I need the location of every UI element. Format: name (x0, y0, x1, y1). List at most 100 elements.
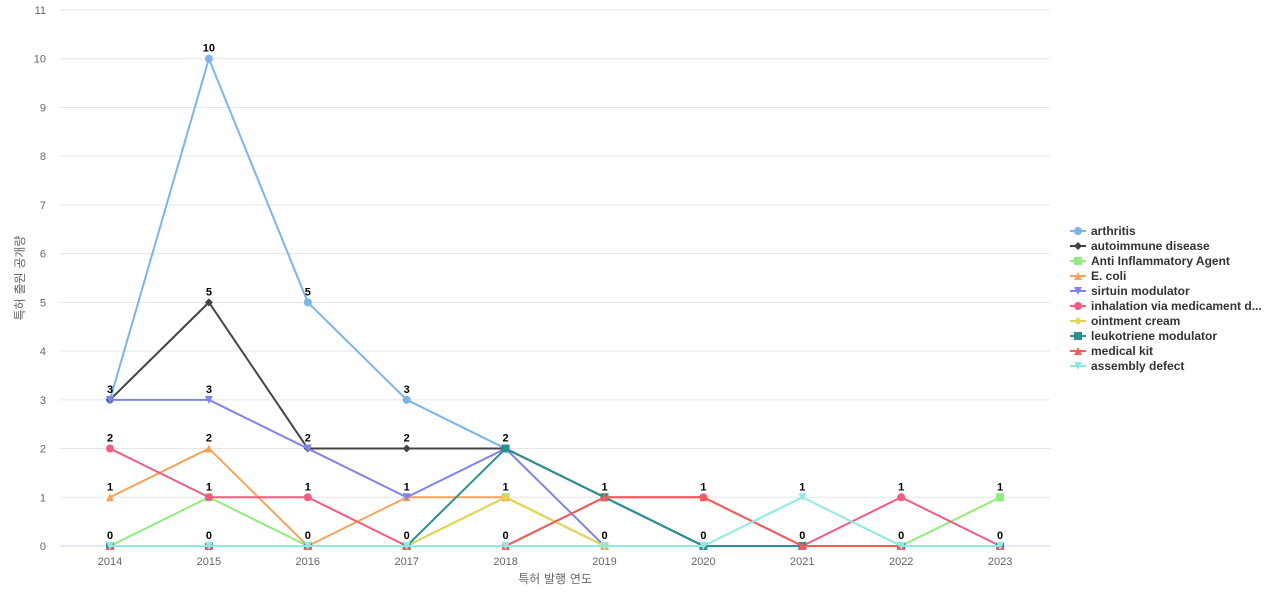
data-point (798, 542, 807, 550)
legend-label: ointment cream (1091, 314, 1180, 328)
x-axis-title: 특허 발행 연도 (518, 571, 592, 586)
data-point (204, 542, 213, 550)
grid-lines (60, 9, 1050, 498)
x-tick-label: 2014 (98, 556, 122, 568)
legend-item[interactable]: E. coli (1070, 269, 1126, 283)
data-label: 0 (107, 530, 113, 542)
data-label: 1 (305, 481, 311, 493)
data-label: 0 (799, 530, 805, 542)
series-9 (106, 493, 1005, 550)
y-axis-title: 특허 출원 공개량 (13, 236, 27, 321)
legend-label: assembly defect (1091, 359, 1184, 373)
data-label: 2 (107, 433, 113, 445)
data-point (996, 493, 1005, 502)
series-8 (106, 493, 1005, 550)
data-point (501, 444, 510, 453)
y-tick-label: 8 (40, 151, 46, 163)
data-label: 1 (503, 481, 509, 493)
legend-label: leukotriene modulator (1091, 329, 1217, 343)
data-label: 2 (206, 433, 212, 445)
series-line (110, 496, 1001, 547)
legend-marker (1074, 362, 1082, 370)
legend-item[interactable]: assembly defect (1070, 359, 1184, 373)
data-label: 0 (997, 530, 1003, 542)
legend-item[interactable]: ointment cream (1070, 314, 1180, 328)
series-line (110, 496, 1001, 547)
x-tick-label: 2019 (592, 556, 616, 568)
legend-label: inhalation via medicament d... (1091, 299, 1262, 313)
data-label: 0 (601, 530, 607, 542)
x-tick-label: 2023 (988, 556, 1012, 568)
data-point (204, 493, 213, 502)
data-label: 2 (503, 433, 509, 445)
legend-item[interactable]: leukotriene modulator (1070, 329, 1217, 343)
data-label: 1 (700, 481, 706, 493)
legend-label: arthritis (1091, 224, 1136, 238)
data-label: 0 (503, 530, 509, 542)
data-point (402, 395, 411, 404)
data-label: 5 (305, 286, 311, 298)
data-point (699, 493, 708, 502)
data-point (303, 444, 312, 453)
x-axis-ticks: 2014 2015 2016 2017 2018 2019 2020 2021 2022 2023 (98, 556, 1013, 568)
legend-item[interactable]: sirtuin modulator (1070, 284, 1190, 298)
data-point (402, 542, 411, 550)
legend-marker (1074, 302, 1082, 310)
y-tick-label: 7 (40, 200, 46, 212)
x-tick-label: 2016 (296, 556, 320, 568)
legend-item[interactable]: autoimmune disease (1070, 239, 1210, 253)
data-point (897, 542, 906, 550)
y-tick-label: 1 (40, 492, 46, 504)
y-tick-label: 5 (40, 297, 46, 309)
data-point (303, 542, 312, 550)
data-point (402, 444, 411, 453)
data-label: 1 (107, 481, 113, 493)
y-tick-label: 0 (40, 541, 46, 553)
legend-marker (1074, 347, 1082, 355)
legend-item[interactable]: medical kit (1070, 344, 1153, 358)
data-point (204, 54, 213, 63)
data-label: 1 (799, 481, 805, 493)
legend-marker (1074, 242, 1082, 250)
legend-label: autoimmune disease (1091, 239, 1210, 253)
data-point (600, 493, 609, 502)
data-label: 2 (305, 433, 311, 445)
y-axis-ticks: 0 1 2 3 4 5 6 7 8 9 10 11 (34, 5, 46, 553)
legend-item[interactable]: arthritis (1070, 224, 1136, 238)
data-point (106, 395, 114, 404)
data-point (204, 298, 213, 307)
y-tick-label: 2 (40, 444, 46, 456)
data-label: 3 (107, 384, 113, 396)
x-tick-label: 2022 (889, 556, 913, 568)
series-group (106, 54, 1005, 550)
x-tick-label: 2015 (197, 556, 221, 568)
x-tick-label: 2021 (790, 556, 814, 568)
data-label: 1 (601, 481, 607, 493)
data-label: 0 (404, 530, 410, 542)
data-point (501, 542, 510, 550)
legend-marker (1074, 257, 1082, 265)
legend-marker (1074, 227, 1082, 235)
legend-label: medical kit (1091, 344, 1153, 358)
data-point (303, 298, 312, 307)
data-label: 0 (206, 530, 212, 542)
y-tick-label: 9 (40, 102, 46, 114)
legend-item[interactable]: Anti Inflammatory Agent (1070, 254, 1230, 268)
data-label: 0 (898, 530, 904, 542)
data-point (106, 444, 114, 453)
x-tick-label: 2018 (493, 556, 517, 568)
data-label: 3 (404, 384, 410, 396)
data-point (600, 542, 609, 550)
legend-item[interactable]: inhalation via medicament d... (1070, 299, 1262, 313)
data-point (402, 493, 411, 502)
data-label: 0 (700, 530, 706, 542)
data-point (204, 395, 213, 404)
legend-label: Anti Inflammatory Agent (1091, 254, 1230, 268)
legend-marker (1074, 272, 1082, 280)
data-label: 1 (206, 481, 212, 493)
x-tick-label: 2020 (691, 556, 715, 568)
legend-label: E. coli (1091, 269, 1126, 283)
